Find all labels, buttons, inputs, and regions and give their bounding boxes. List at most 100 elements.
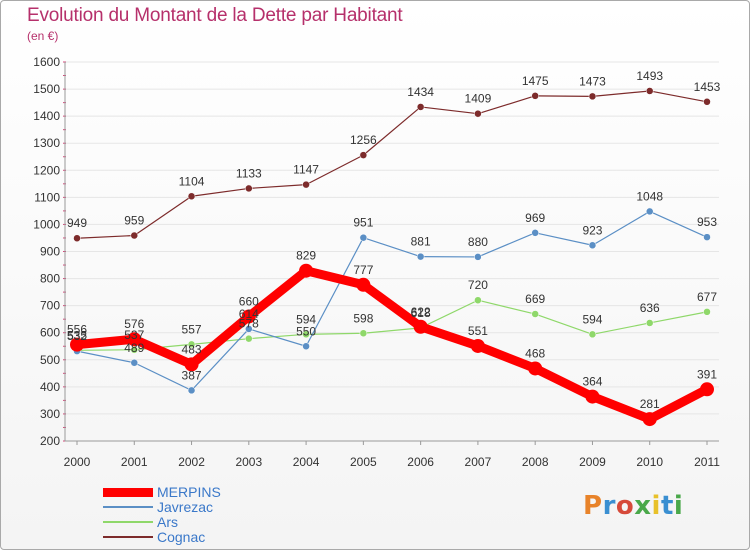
legend-label-javrezac: Javrezac — [157, 499, 214, 515]
x-tick-label: 2003 — [235, 455, 262, 469]
data-label-cognac: 1256 — [350, 133, 377, 147]
data-label-javrezac: 923 — [582, 223, 602, 237]
data-label-merpins: 829 — [296, 249, 316, 263]
data-label-javrezac: 489 — [124, 341, 144, 355]
data-point-javrezac — [645, 207, 654, 216]
data-point-merpins — [413, 319, 428, 334]
x-tick-label: 2009 — [579, 455, 606, 469]
x-tick-label: 2002 — [178, 455, 205, 469]
data-label-javrezac: 953 — [697, 215, 717, 229]
data-point-javrezac — [302, 342, 310, 350]
y-tick-label: 1600 — [33, 55, 60, 69]
y-tick-label: 1300 — [33, 136, 60, 150]
data-label-ars: 578 — [239, 317, 259, 331]
data-point-ars — [645, 319, 654, 327]
data-point-javrezac — [130, 359, 139, 367]
data-point-cognac — [416, 103, 425, 111]
legend-label-ars: Ars — [157, 514, 178, 530]
series-line-cognac — [76, 90, 708, 239]
data-point-cognac — [474, 109, 482, 118]
chart-title: Evolution du Montant de la Dette par Hab… — [27, 5, 403, 26]
y-tick-label: 1000 — [33, 217, 60, 231]
y-tick-label: 500 — [40, 353, 60, 367]
x-tick-label: 2011 — [694, 455, 720, 469]
data-point-merpins — [642, 412, 657, 427]
y-tick-label: 1500 — [33, 82, 60, 96]
data-point-cognac — [531, 92, 539, 100]
y-tick-label: 1200 — [33, 163, 60, 177]
data-label-cognac: 1104 — [179, 174, 205, 188]
data-label-javrezac: 951 — [353, 216, 373, 230]
data-label-cognac: 1453 — [694, 80, 721, 94]
data-point-merpins — [585, 389, 600, 404]
legend-swatch-merpins — [103, 488, 153, 497]
data-point-cognac — [245, 184, 253, 193]
proxiti-logo: Proxiti — [583, 491, 683, 521]
data-label-merpins: 281 — [640, 397, 660, 411]
data-label-merpins: 777 — [353, 263, 373, 277]
data-label-merpins: 468 — [525, 346, 545, 360]
logo-letter: P — [583, 491, 603, 521]
data-point-javrezac — [187, 386, 196, 395]
data-label-ars: 594 — [296, 312, 316, 326]
data-point-javrezac — [245, 325, 253, 333]
data-label-merpins: 483 — [182, 342, 202, 356]
y-tick-label: 1400 — [33, 109, 60, 123]
data-label-javrezac: 1048 — [636, 189, 663, 203]
legend-swatch-javrezac — [103, 506, 153, 508]
data-label-ars: 598 — [353, 311, 373, 325]
data-point-ars — [302, 330, 310, 339]
series-line-javrezac — [76, 210, 708, 391]
data-label-cognac: 1409 — [465, 92, 492, 106]
data-label-ars: 669 — [525, 292, 545, 306]
legend-label-cognac: Cognac — [157, 529, 206, 545]
data-point-merpins — [299, 263, 314, 278]
data-point-javrezac — [416, 252, 425, 261]
data-label-javrezac: 550 — [296, 324, 316, 338]
x-tick-label: 2008 — [522, 455, 549, 469]
data-label-merpins: 551 — [468, 324, 488, 338]
data-label-cognac: 1133 — [236, 166, 262, 180]
data-label-javrezac: 532 — [67, 329, 87, 343]
x-tick-label: 2007 — [465, 455, 492, 469]
data-label-cognac: 1493 — [636, 69, 663, 83]
data-label-merpins: 364 — [582, 375, 602, 389]
legend-swatch-cognac — [103, 536, 153, 538]
data-point-ars — [588, 330, 597, 339]
y-tick-label: 600 — [40, 326, 60, 340]
data-label-javrezac: 387 — [182, 368, 202, 382]
data-point-cognac — [73, 234, 81, 242]
x-tick-label: 2006 — [407, 455, 434, 469]
data-label-ars: 594 — [582, 312, 602, 326]
data-label-merpins: 556 — [67, 323, 87, 337]
data-point-javrezac — [474, 253, 482, 261]
data-point-ars — [245, 334, 253, 343]
data-point-cognac — [187, 192, 196, 201]
data-label-merpins: 660 — [239, 294, 259, 308]
data-label-ars: 557 — [182, 322, 202, 336]
logo-letter: i — [651, 491, 661, 521]
data-point-merpins — [528, 361, 543, 376]
logo-letter: i — [673, 491, 684, 521]
data-point-cognac — [588, 92, 597, 101]
data-point-cognac — [703, 98, 711, 106]
x-tick-label: 2010 — [636, 455, 663, 469]
data-point-ars — [130, 346, 139, 354]
data-point-merpins — [184, 357, 199, 372]
data-point-ars — [703, 308, 711, 316]
data-label-cognac: 1147 — [293, 163, 319, 177]
y-tick-label: 200 — [40, 434, 60, 448]
legend-label-merpins: MERPINS — [157, 484, 221, 500]
data-point-merpins — [70, 337, 84, 352]
data-label-cognac: 1475 — [522, 74, 549, 88]
data-label-javrezac: 614 — [239, 307, 259, 321]
y-tick-label: 1100 — [34, 190, 60, 204]
y-tick-label: 400 — [40, 380, 60, 394]
y-tick-label: 900 — [40, 245, 60, 259]
data-point-merpins — [127, 332, 142, 347]
x-tick-label: 2004 — [293, 455, 320, 469]
chart-subtitle: (en €) — [27, 29, 59, 43]
data-point-merpins — [241, 309, 256, 324]
data-point-javrezac — [531, 229, 539, 237]
data-point-cognac — [359, 151, 368, 159]
